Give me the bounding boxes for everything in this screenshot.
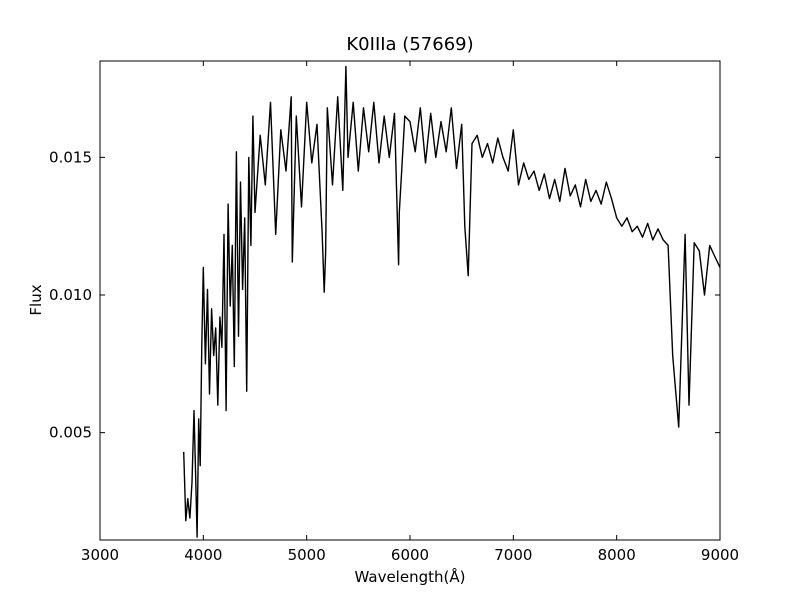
y-axis-label: Flux — [27, 284, 45, 315]
x-tick-label: 4000 — [184, 546, 222, 564]
spectrum-line — [183, 65, 720, 538]
x-axis: 3000 4000 5000 6000 7000 8000 9000 — [81, 61, 739, 564]
y-tick-label: 0.015 — [49, 148, 92, 166]
x-tick-label: 3000 — [81, 546, 119, 564]
y-tick-label: 0.005 — [49, 424, 92, 442]
x-tick-label: 6000 — [391, 546, 429, 564]
y-tick-label: 0.010 — [49, 286, 92, 304]
x-tick-label: 9000 — [701, 546, 739, 564]
x-tick-label: 8000 — [598, 546, 636, 564]
x-axis-label: Wavelength(Å) — [355, 567, 466, 586]
x-tick-label: 5000 — [288, 546, 326, 564]
y-axis: 0.005 0.010 0.015 — [49, 148, 720, 442]
chart-title: K0IIIa (57669) — [346, 34, 473, 55]
x-tick-label: 7000 — [494, 546, 532, 564]
